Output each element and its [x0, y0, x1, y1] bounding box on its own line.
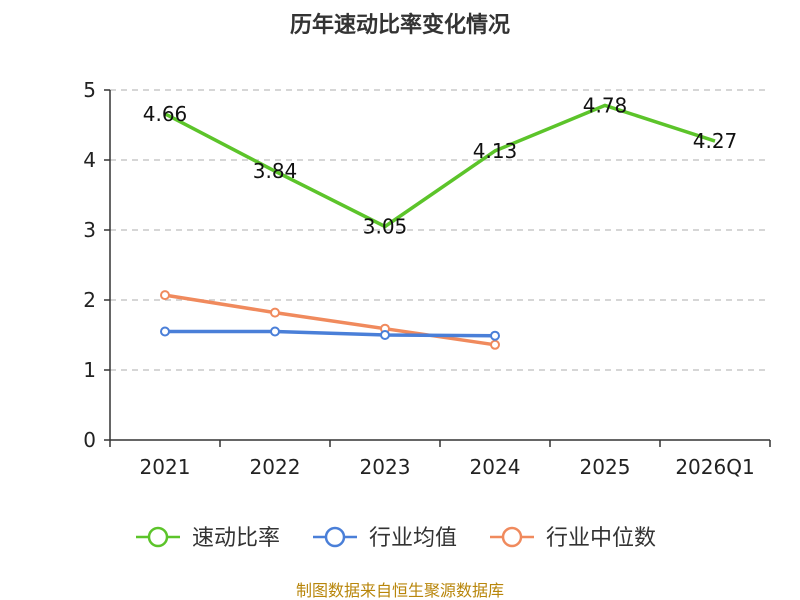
- y-tick-label: 0: [83, 428, 96, 452]
- grid: [110, 89, 770, 371]
- series-line-2: [164, 293, 496, 347]
- legend: 速动比率 行业均值 行业中位数: [136, 526, 656, 551]
- series-line-1: [165, 329, 496, 338]
- x-tick-label: 2024: [470, 455, 521, 479]
- data-label: 4.13: [473, 139, 518, 163]
- y-tick-label: 2: [83, 288, 96, 312]
- legend-label: 行业中位数: [546, 526, 656, 551]
- series-line-0: [164, 103, 716, 229]
- chart-title: 历年速动比率变化情况: [290, 12, 510, 38]
- x-tick-label: 2021: [140, 455, 191, 479]
- data-label: 3.84: [253, 159, 298, 183]
- data-point: [490, 339, 500, 350]
- legend-marker: [501, 526, 523, 548]
- y-tick-label: 4: [83, 148, 96, 172]
- legend-marker: [147, 526, 169, 548]
- data-point: [270, 307, 280, 318]
- data-label: 3.05: [363, 215, 408, 239]
- data-point: [160, 290, 170, 301]
- x-tick-label: 2022: [250, 455, 301, 479]
- data-label: 4.27: [693, 129, 738, 153]
- series-layer: 4.66 3.84 3.05 4.13 4.78 4.27: [143, 93, 738, 350]
- data-label: 4.66: [143, 102, 188, 126]
- data-point: [270, 326, 280, 337]
- data-point: [380, 330, 390, 340]
- source-note: 制图数据来自恒生聚源数据库: [296, 581, 504, 600]
- data-label: 4.78: [583, 93, 628, 117]
- data-point: [160, 326, 170, 337]
- legend-marker: [324, 526, 346, 548]
- legend-label: 行业均值: [369, 526, 457, 551]
- data-point: [490, 330, 500, 341]
- y-tick-label: 5: [83, 78, 96, 102]
- y-tick-label: 1: [83, 358, 96, 382]
- legend-label: 速动比率: [192, 526, 280, 551]
- axes: 0 1 2 3 4 5 2021 2022 2023 2024 2025 2026Q1: [83, 78, 771, 479]
- y-tick-label: 3: [83, 218, 96, 242]
- x-tick-label: 2023: [360, 455, 411, 479]
- x-tick-label: 2025: [580, 455, 631, 479]
- x-tick-label: 2026Q1: [675, 455, 754, 479]
